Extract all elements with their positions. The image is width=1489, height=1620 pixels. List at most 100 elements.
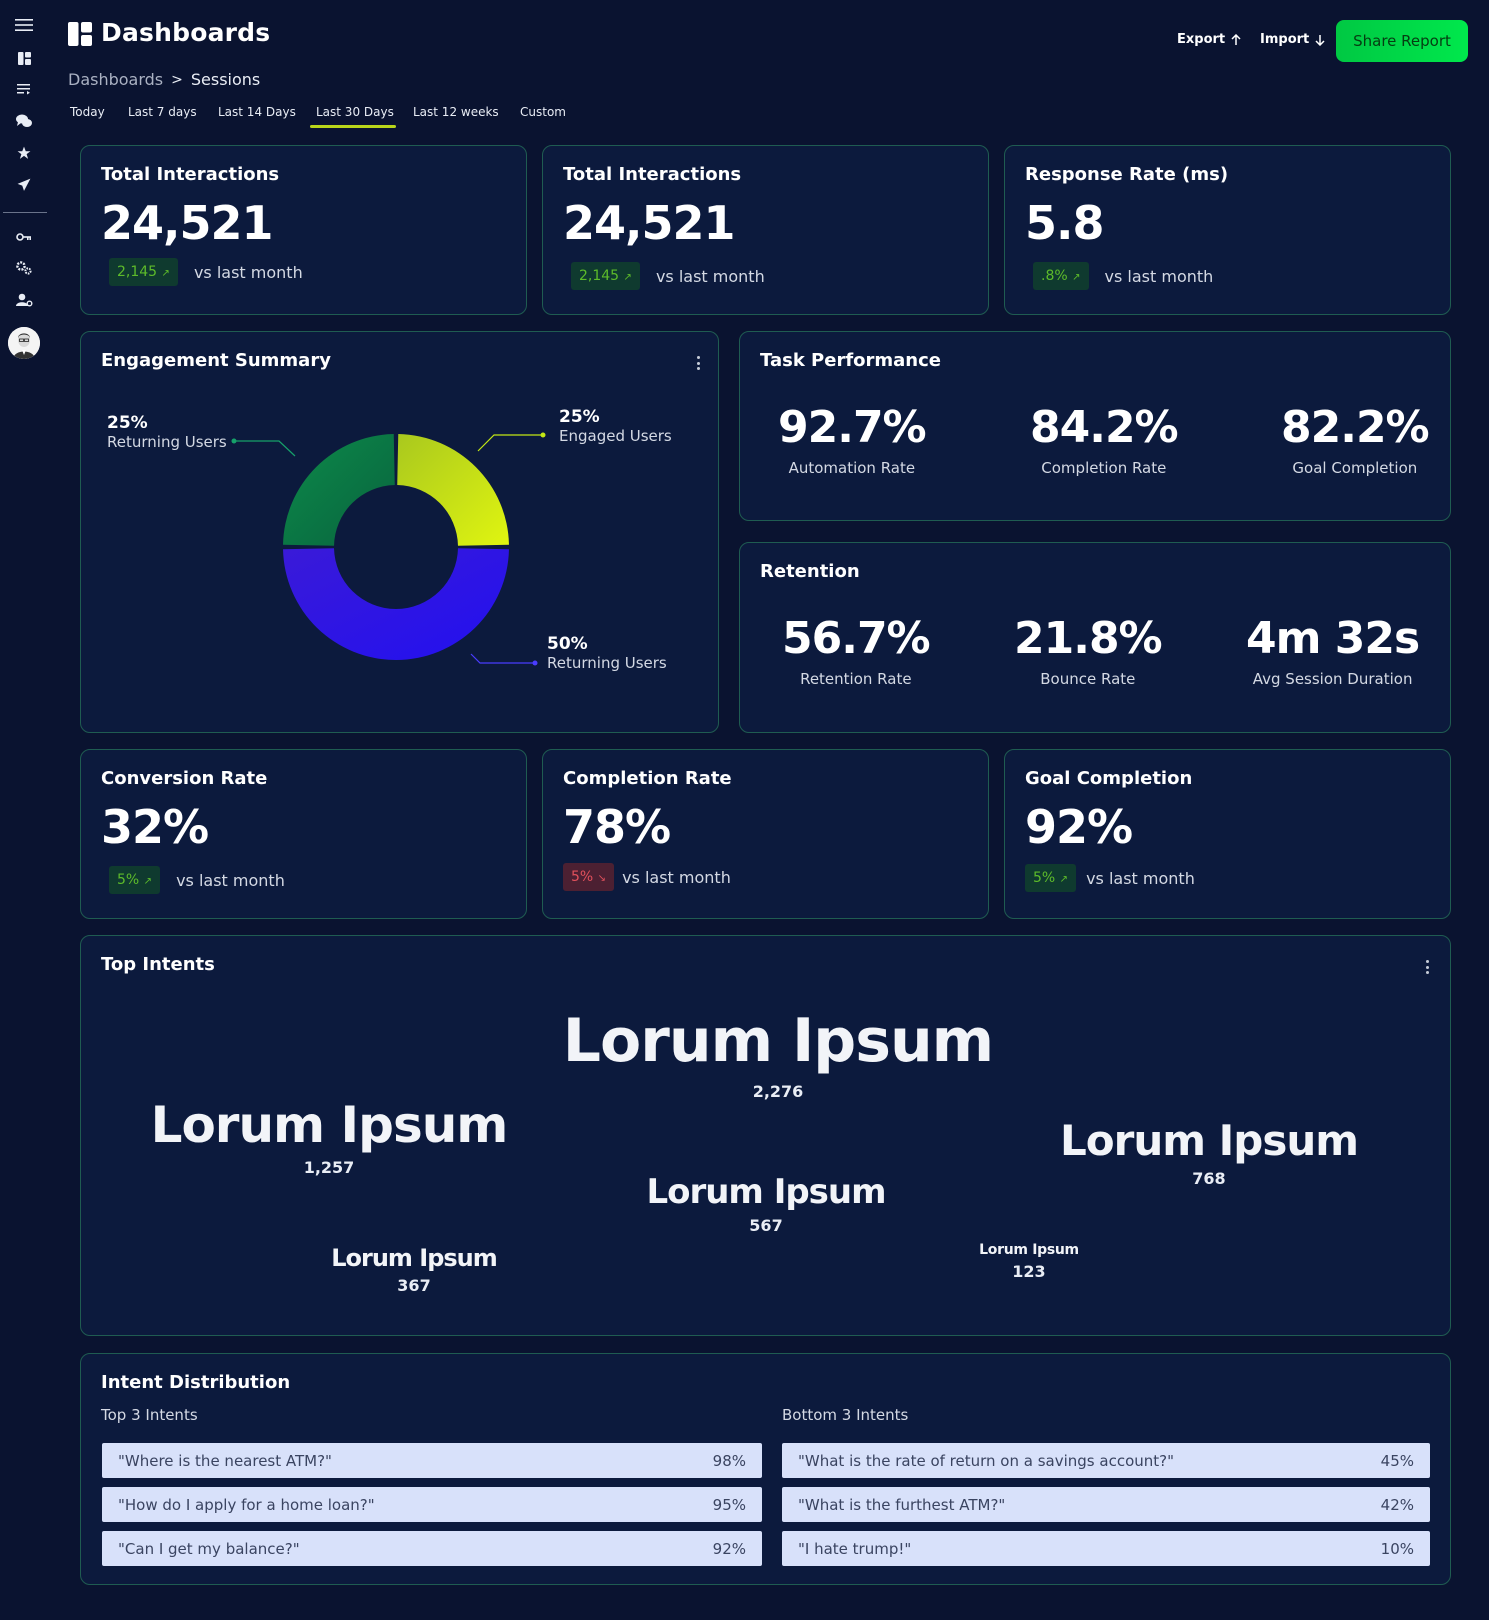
top-intent-row[interactable]: "Can I get my balance?" 92%: [102, 1531, 762, 1566]
kpi-card-total-interactions-2: Total Interactions 24,521 2,145 ↗ vs las…: [542, 145, 989, 315]
chevron-right-icon: >: [171, 71, 183, 88]
metric-avg-session-duration: 4m 32s Avg Session Duration: [1246, 613, 1420, 688]
card-title: Total Interactions: [101, 164, 280, 185]
tab-today[interactable]: Today: [70, 105, 105, 119]
share-report-button[interactable]: Share Report: [1336, 20, 1468, 62]
leader-line-engaged-users: [477, 434, 543, 452]
more-options-icon[interactable]: [691, 354, 705, 372]
intent-text: "I hate trump!": [798, 1539, 912, 1558]
delta-badge: 2,145 ↗: [109, 258, 178, 286]
tab-custom[interactable]: Custom: [520, 105, 566, 119]
arrow-up-right-icon: ↗: [623, 272, 632, 283]
metric-automation-rate: 92.7% Automation Rate: [778, 402, 927, 477]
donut-slice-engaged-users[interactable]: [397, 434, 509, 546]
leader-line-returning-users-50: [470, 653, 535, 664]
export-button[interactable]: Export: [1177, 32, 1241, 47]
top-intent-row[interactable]: "Where is the nearest ATM?" 98%: [102, 1443, 762, 1478]
intent-word: Lorum Ipsum: [646, 1172, 886, 1212]
intent-text: "What is the furthest ATM?": [798, 1495, 1006, 1514]
chat-icon[interactable]: [14, 111, 34, 131]
metric-value: 21.8%: [1014, 613, 1163, 664]
metric-label: Bounce Rate: [1040, 670, 1136, 688]
delta-caption: vs last month: [1104, 266, 1214, 286]
tab-last-12-weeks[interactable]: Last 12 weeks: [413, 105, 499, 119]
arrow-down-right-icon: ↘: [597, 873, 607, 884]
slice-pct: 25%: [107, 413, 148, 433]
intent-word-2[interactable]: Lorum Ipsum 1,257: [150, 1096, 509, 1177]
card-title: Goal Completion: [1025, 768, 1193, 789]
key-icon[interactable]: [14, 227, 34, 247]
bottom-intent-row[interactable]: "What is the furthest ATM?" 42%: [782, 1487, 1430, 1522]
delta-badge: 5% ↗: [109, 866, 161, 894]
breadcrumb: Dashboards > Sessions: [68, 70, 260, 89]
tab-last-7-days[interactable]: Last 7 days: [128, 105, 197, 119]
delta-row: 5% ↗ vs last month: [109, 866, 285, 894]
user-settings-icon[interactable]: [14, 290, 34, 310]
metric-label: Avg Session Duration: [1252, 670, 1413, 688]
intent-pct: 10%: [1380, 1539, 1414, 1558]
intent-word-5[interactable]: Lorum Ipsum 367: [331, 1244, 498, 1295]
intent-text: "How do I apply for a home loan?": [118, 1495, 375, 1514]
list-icon[interactable]: [14, 79, 34, 99]
slice-label: Returning Users: [547, 654, 667, 672]
intent-word: Lorum Ipsum: [979, 1242, 1079, 1258]
kpi-card-goal-completion: Goal Completion 92% 5% ↗ vs last month: [1004, 749, 1451, 919]
engagement-summary-card: Engagement Summary 25% Returning Users 2…: [80, 331, 719, 733]
intent-word: Lorum Ipsum: [150, 1096, 509, 1154]
donut-slice-returning-users[interactable]: [283, 434, 395, 546]
card-title: Engagement Summary: [101, 350, 331, 371]
sidebar: [0, 0, 48, 1620]
delta-badge: 5% ↗: [1025, 864, 1077, 892]
metric-value: 84.2%: [1030, 402, 1179, 453]
delta-row: 2,145 ↗ vs last month: [109, 258, 303, 286]
arrow-down-icon: [1315, 34, 1325, 46]
bottom-intent-row[interactable]: "I hate trump!" 10%: [782, 1531, 1430, 1566]
metric-label: Completion Rate: [1041, 459, 1167, 477]
arrow-up-right-icon: ↗: [161, 268, 170, 279]
star-icon[interactable]: [14, 143, 34, 163]
kpi-card-completion-rate: Completion Rate 78% 5% ↘ vs last month: [542, 749, 989, 919]
more-options-icon[interactable]: [1420, 958, 1434, 976]
bottom-intent-row[interactable]: "What is the rate of return on a savings…: [782, 1443, 1430, 1478]
menu-icon[interactable]: [14, 15, 34, 35]
breadcrumb-item-dashboards[interactable]: Dashboards: [68, 70, 164, 89]
top-3-intents-label: Top 3 Intents: [101, 1406, 198, 1424]
intent-word-1[interactable]: Lorum Ipsum 2,276: [562, 1006, 994, 1101]
leader-dot-returning-users-50: [532, 660, 538, 666]
top-intent-row[interactable]: "How do I apply for a home loan?" 95%: [102, 1487, 762, 1522]
intent-word: Lorum Ipsum: [1060, 1116, 1359, 1165]
kpi-card-response-rate: Response Rate (ms) 5.8 .8% ↗ vs last mon…: [1004, 145, 1451, 315]
intent-word-6[interactable]: Lorum Ipsum 123: [979, 1242, 1079, 1281]
delta-value: 2,145: [579, 268, 620, 284]
arrow-up-right-icon: ↗: [1072, 272, 1081, 283]
donut-chart: [231, 432, 546, 666]
avatar[interactable]: [8, 327, 40, 359]
page-title: Dashboards: [101, 18, 271, 47]
import-button[interactable]: Import: [1260, 32, 1325, 47]
intent-pct: 95%: [712, 1495, 746, 1514]
intent-count: 367: [397, 1276, 431, 1295]
tab-last-14-days[interactable]: Last 14 Days: [218, 105, 296, 119]
intent-word: Lorum Ipsum: [562, 1006, 994, 1076]
intent-word: Lorum Ipsum: [331, 1244, 498, 1272]
delta-badge: .8% ↗: [1033, 262, 1089, 290]
intent-word-3[interactable]: Lorum Ipsum 768: [1060, 1116, 1359, 1188]
metric-label: Retention Rate: [800, 670, 912, 688]
slice-label: Engaged Users: [559, 427, 672, 445]
dashboard-icon[interactable]: [14, 48, 34, 68]
delta-row: 2,145 ↗ vs last month: [571, 262, 765, 290]
intent-word-4[interactable]: Lorum Ipsum 567: [646, 1172, 886, 1235]
card-title: Conversion Rate: [101, 768, 268, 789]
legend-engaged-users: 25% Engaged Users: [559, 407, 672, 445]
donut-arcs: [283, 434, 509, 660]
delta-caption: vs last month: [1086, 868, 1195, 888]
card-title: Task Performance: [760, 350, 942, 371]
intent-count: 768: [1192, 1169, 1226, 1188]
donut-slice-returning-users-50[interactable]: [283, 548, 509, 660]
send-icon[interactable]: [14, 175, 34, 195]
delta-row: 5% ↘ vs last month: [563, 863, 731, 891]
metric-value: 92.7%: [778, 402, 927, 453]
tab-last-30-days[interactable]: Last 30 Days: [316, 105, 394, 119]
kpi-value: 78%: [563, 800, 671, 854]
settings-icon[interactable]: [14, 258, 34, 278]
